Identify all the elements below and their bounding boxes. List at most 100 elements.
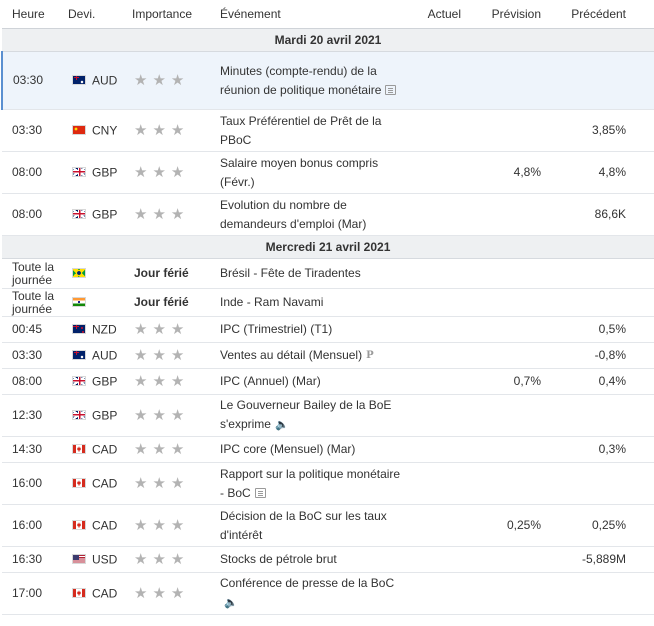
event-cell[interactable]: Stocks de pétrole brut [220,546,406,573]
event-row[interactable]: 17:00 CAD ★★★ Conférence de presse de la Bo… [2,572,654,615]
actual-value [406,316,461,343]
importance-cell: ★★★ [132,394,220,437]
event-row[interactable]: 12:30 GBP ★★★ Le Gouverneur Bailey de la Bo… [2,394,654,437]
importance-stars: ★★★ [134,584,190,602]
column-header-importance[interactable]: Importance [132,0,220,29]
forecast-value: 0,7% [461,368,541,395]
column-header-forecast[interactable]: Prévision [461,0,541,29]
event-title-link[interactable]: Stocks de pétrole brut [220,552,337,566]
event-cell[interactable]: IPC core (Mensuel) (Mar) [220,436,406,463]
event-row[interactable]: 03:30 CNY ★★★ Taux Préférentiel de Prêt de … [2,109,654,152]
event-row[interactable]: Toute la journée Jour férié Inde - Ram Nav… [2,288,654,317]
event-title-link[interactable]: IPC (Trimestriel) (T1) [220,322,333,336]
event-cell[interactable]: Salaire moyen bonus compris (Févr.) [220,151,406,194]
event-title-link[interactable]: Conférence de presse de la BoC [220,576,395,591]
previous-value: 0,25% [541,504,626,547]
event-title-link[interactable]: Ventes au détail (Mensuel) [220,347,363,362]
previous-value [541,572,626,615]
preliminary-icon[interactable]: P [366,350,374,362]
document-icon[interactable] [254,488,266,499]
event-row[interactable]: 16:00 CAD ★★★ Rapport sur la politique moné… [2,462,654,505]
row-spacer [626,193,654,236]
event-title-link[interactable]: Evolution du nombre de demandeurs d'empl… [220,197,367,231]
forecast-value [461,51,541,110]
actual-value [406,258,461,289]
event-cell[interactable]: Ventes au détail (Mensuel) P [220,342,406,369]
forecast-value [461,572,541,615]
currency-code: CAD [92,476,118,491]
document-icon[interactable] [385,85,397,96]
event-cell[interactable]: Evolution du nombre de demandeurs d'empl… [220,193,406,236]
importance-cell: ★★★ [132,368,220,395]
event-cell[interactable]: Le Gouverneur Bailey de la BoE s'exprime… [220,394,406,437]
event-time: 08:00 [12,165,43,179]
forecast-value [461,462,541,505]
column-header-actual[interactable]: Actuel [406,0,461,29]
event-time: Toute la journée [12,288,55,316]
importance-cell: ★★★ [132,151,220,194]
currency-code: USD [92,552,118,567]
column-header-event[interactable]: Événement [220,0,406,29]
previous-value [541,51,626,110]
currency-cell: USD [68,546,132,573]
event-cell[interactable]: Brésil - Fête de Tiradentes [220,258,406,289]
importance-stars: ★★★ [134,163,190,181]
currency-code: AUD [92,73,118,88]
event-time: 00:45 [12,322,43,336]
event-cell[interactable]: Inde - Ram Navami [220,288,406,317]
event-row[interactable]: 16:30 USD ★★★ Stocks de pétrole brut -5,889M [2,546,654,573]
actual-value [406,109,461,152]
event-title-link[interactable]: Brésil - Fête de Tiradentes [220,266,361,280]
event-cell[interactable]: IPC (Trimestriel) (T1) [220,316,406,343]
speaker-icon[interactable]: 🔈 [274,418,289,431]
event-title-link[interactable]: Minutes (compte-rendu) de la réunion de … [220,63,382,97]
event-cell[interactable]: IPC (Annuel) (Mar) [220,368,406,395]
actual-value [406,193,461,236]
speaker-icon[interactable]: 🔈 [224,596,238,609]
event-row[interactable]: 03:30 AUD ★★★ Ventes au détail (Mensuel) P -0… [2,342,654,369]
row-spacer [626,504,654,547]
canada-flag [72,477,86,488]
importance-cell: ★★★ [132,546,220,573]
event-time: 03:30 [12,348,43,362]
event-cell[interactable]: Décision de la BoC sur les taux d'intérê… [220,504,406,547]
currency-cell: GBP [68,394,132,437]
event-row[interactable]: 08:00 GBP ★★★ Salaire moyen bonus compris (… [2,151,654,194]
event-title-link[interactable]: Salaire moyen bonus compris (Févr.) [220,155,379,189]
event-cell[interactable]: Conférence de presse de la BoC 🔈 [220,572,406,615]
column-header-previous[interactable]: Précédent [541,0,626,29]
event-title-link[interactable]: Le Gouverneur Bailey de la BoE s'exprime [220,398,392,432]
china-flag [72,124,86,135]
importance-cell: ★★★ [132,342,220,369]
event-cell[interactable]: Taux Préférentiel de Prêt de la PBoC [220,109,406,152]
event-title-link[interactable]: Taux Préférentiel de Prêt de la PBoC [220,113,382,147]
column-header-currency[interactable]: Devi. [68,0,132,29]
event-row[interactable]: Toute la journée Jour férié Brésil - Fête … [2,258,654,289]
time-cell: 00:45 [2,316,68,343]
event-row[interactable]: 03:30 AUD ★★★ Minutes (compte-rendu) de la … [1,51,654,110]
event-title-link[interactable]: Rapport sur la politique monétaire - BoC [220,466,401,500]
importance-cell: ★★★ [132,109,220,152]
event-row[interactable]: 08:00 GBP ★★★ Evolution du nombre de demand… [2,193,654,236]
event-cell[interactable]: Rapport sur la politique monétaire - BoC [220,462,406,505]
event-title-link[interactable]: IPC (Annuel) (Mar) [220,374,321,388]
previous-value [541,394,626,437]
importance-cell: ★★★ [132,436,220,463]
event-row[interactable]: 14:30 CAD ★★★ IPC core (Mensuel) (Mar) 0,3% [2,436,654,463]
australia-flag [72,349,86,360]
forecast-value [461,342,541,369]
event-title-link[interactable]: IPC core (Mensuel) (Mar) [220,442,356,456]
event-cell[interactable]: Minutes (compte-rendu) de la réunion de … [220,51,406,110]
currency-code: CAD [92,518,118,533]
event-row[interactable]: 16:00 CAD ★★★ Décision de la BoC sur les ta… [2,504,654,547]
currency-code: GBP [92,374,118,389]
event-title-link[interactable]: Inde - Ram Navami [220,295,324,309]
currency-code: CAD [92,586,118,601]
importance-cell: ★★★ [132,572,220,615]
event-row[interactable]: 00:45 NZD ★★★ IPC (Trimestriel) (T1) 0,5% [2,316,654,343]
forecast-value: 0,25% [461,504,541,547]
column-header-time[interactable]: Heure [2,0,68,29]
event-title-link[interactable]: Décision de la BoC sur les taux d'intérê… [220,508,387,542]
forecast-value [461,193,541,236]
event-row[interactable]: 08:00 GBP ★★★ IPC (Annuel) (Mar) 0,7% 0,4% [2,368,654,395]
